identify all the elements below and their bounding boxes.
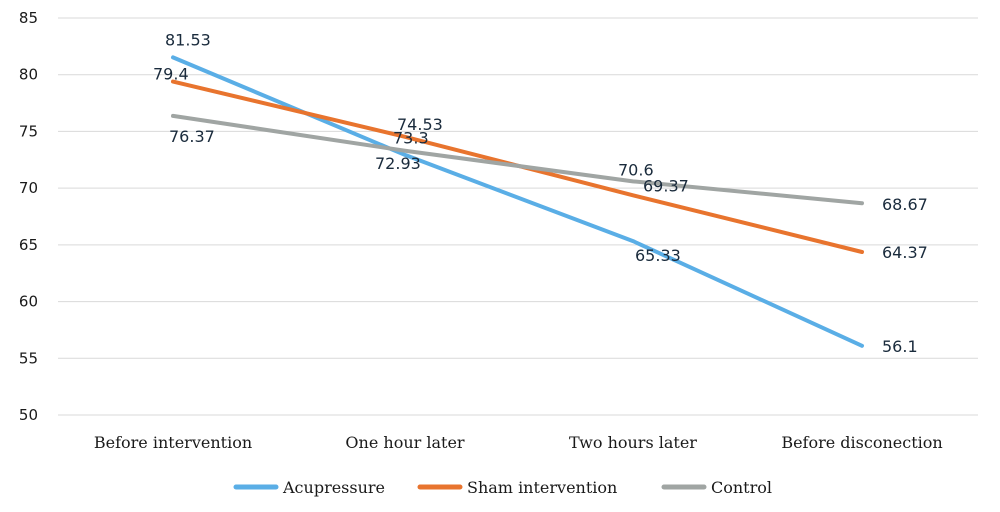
data-label: 70.6 [618,160,654,179]
data-label: 64.37 [882,243,928,262]
data-label: 79.4 [153,65,189,84]
y-tick-label: 55 [19,349,38,367]
y-tick-label: 60 [19,293,38,311]
data-label: 76.37 [169,127,215,146]
gridlines [58,17,978,416]
series-line-control [171,113,864,206]
y-tick-label: 80 [19,66,38,84]
x-category-label: One hour later [345,433,465,452]
data-label: 69.37 [643,176,689,195]
data-label: 56.1 [882,337,918,356]
x-category-label: Before disconection [781,433,942,452]
series-lines [171,55,864,348]
legend-label: Control [711,478,772,497]
y-axis-ticks: 50 55 60 65 70 75 80 85 [19,9,38,424]
series-line-acupressure [171,55,864,348]
y-tick-label: 65 [19,236,38,254]
legend-label: Acupressure [282,478,385,497]
y-tick-label: 70 [19,179,38,197]
data-label: 65.33 [635,246,681,265]
data-label: 73.3 [393,129,429,148]
y-tick-label: 50 [19,406,38,424]
data-label: 81.53 [165,30,211,49]
data-label: 68.67 [882,195,928,214]
data-label: 72.93 [375,154,421,173]
data-labels: 81.53 72.93 65.33 56.1 79.4 74.53 69.37 64.37 76… [153,30,928,355]
x-category-label: Before intervention [94,433,252,452]
y-tick-label: 85 [19,9,38,27]
x-category-label: Two hours later [569,433,697,452]
y-tick-label: 75 [19,122,38,140]
legend: Acupressure Sham intervention Control [233,478,772,497]
x-axis-categories: Before intervention One hour later Two hou… [94,433,943,452]
data-label: 74.53 [397,115,443,134]
legend-label: Sham intervention [467,478,617,497]
